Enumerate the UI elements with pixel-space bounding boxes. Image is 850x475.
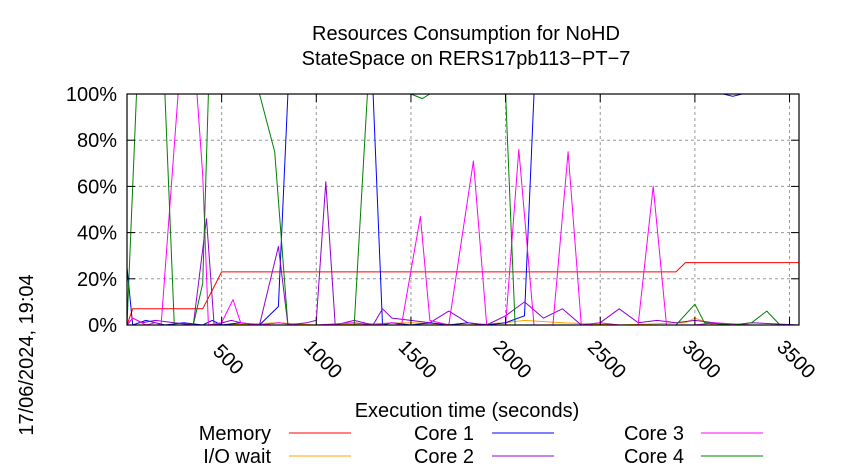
series-line-core-4 bbox=[126, 93, 799, 326]
series-layer bbox=[126, 93, 800, 326]
legend-item: Core 2 bbox=[414, 446, 554, 468]
x-axis-ticks: 500 1000 1500 2000 2500 3000 3500 bbox=[208, 94, 819, 383]
legend-label: Memory bbox=[199, 423, 271, 445]
y-tick-label: 40% bbox=[77, 223, 117, 245]
y-tick-label: 60% bbox=[77, 176, 117, 198]
timestamp-label: 17/06/2024, 19:04 bbox=[16, 274, 38, 435]
x-axis-label: Execution time (seconds) bbox=[355, 400, 580, 422]
chart-title-line-1: Resources Consumption for NoHD bbox=[312, 23, 620, 45]
x-tick-label: 2500 bbox=[583, 336, 630, 383]
legend-item: Core 4 bbox=[624, 446, 763, 468]
y-tick-label: 100% bbox=[66, 84, 117, 106]
x-tick-label: 3000 bbox=[678, 336, 725, 383]
legend-item: Core 3 bbox=[624, 423, 763, 445]
y-tick-label: 0% bbox=[88, 315, 117, 337]
legend-label: Core 2 bbox=[414, 446, 474, 468]
x-tick-label: 2000 bbox=[488, 336, 535, 383]
legend-label: Core 4 bbox=[624, 446, 684, 468]
legend-item: Memory bbox=[199, 423, 351, 445]
series-line-core-1 bbox=[126, 93, 799, 326]
grid-lines bbox=[127, 94, 799, 325]
legend-item: I/O wait bbox=[203, 446, 351, 468]
y-axis-ticks: 0% 20% 40% 60% 80% 100% bbox=[66, 84, 799, 337]
legend-label: I/O wait bbox=[203, 446, 271, 468]
x-tick-label: 1000 bbox=[299, 336, 346, 383]
x-tick-label: 500 bbox=[208, 340, 247, 379]
y-tick-label: 20% bbox=[77, 269, 117, 291]
legend-label: Core 3 bbox=[624, 423, 684, 445]
x-tick-label: 3500 bbox=[772, 336, 819, 383]
x-tick-label: 1500 bbox=[394, 336, 441, 383]
y-tick-label: 80% bbox=[77, 130, 117, 152]
plot-frame bbox=[126, 93, 800, 326]
series-line-memory bbox=[126, 262, 799, 326]
series-line-core-2 bbox=[126, 181, 800, 326]
series-line-core-3 bbox=[126, 93, 799, 326]
chart-title-line-2: StateSpace on RERS17pb113−PT−7 bbox=[302, 48, 631, 70]
legend-label: Core 1 bbox=[414, 423, 474, 445]
legend-item: Core 1 bbox=[414, 423, 554, 445]
